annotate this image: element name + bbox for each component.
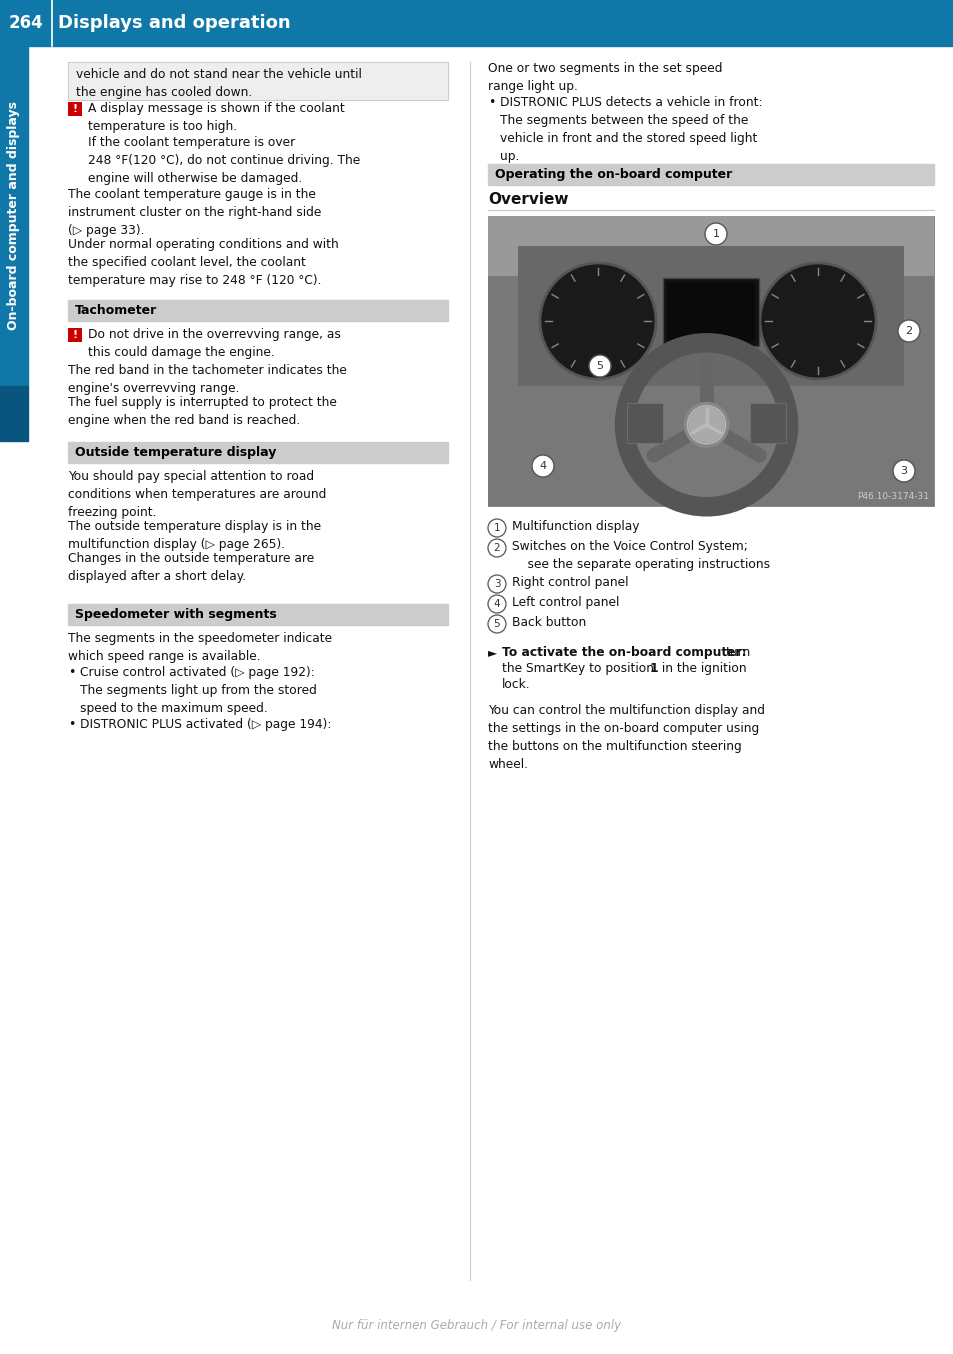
- Text: 1: 1: [493, 523, 499, 533]
- Bar: [749, 402, 784, 443]
- Text: 3: 3: [493, 580, 499, 589]
- Bar: [488, 217, 933, 506]
- Text: Back button: Back button: [512, 616, 586, 630]
- Text: Tachometer: Tachometer: [75, 305, 157, 317]
- Text: To activate the on-board computer:: To activate the on-board computer:: [501, 646, 746, 659]
- Text: A display message is shown if the coolant
temperature is too high.: A display message is shown if the coolan…: [88, 102, 344, 133]
- Text: •: •: [488, 96, 495, 110]
- Text: The segments in the speedometer indicate
which speed range is available.: The segments in the speedometer indicate…: [68, 632, 332, 663]
- Text: in the ignition: in the ignition: [658, 662, 746, 676]
- Circle shape: [892, 460, 914, 482]
- Text: •: •: [68, 666, 75, 678]
- Text: 264: 264: [9, 14, 43, 32]
- Text: Multifunction display: Multifunction display: [512, 520, 639, 533]
- Text: The coolant temperature gauge is in the
instrument cluster on the right-hand sid: The coolant temperature gauge is in the …: [68, 188, 321, 237]
- Text: 4: 4: [538, 460, 546, 471]
- Text: 1: 1: [712, 229, 719, 240]
- Circle shape: [760, 263, 875, 379]
- Text: The outside temperature display is in the
multifunction display (▷ page 265).: The outside temperature display is in th…: [68, 520, 321, 551]
- Text: DISTRONIC PLUS activated (▷ page 194):: DISTRONIC PLUS activated (▷ page 194):: [80, 718, 331, 731]
- Text: Under normal operating conditions and with
the specified coolant level, the cool: Under normal operating conditions and wi…: [68, 238, 338, 287]
- Text: !: !: [72, 104, 77, 114]
- Text: Switches on the Voice Control System;
    see the separate operating instruction: Switches on the Voice Control System; se…: [512, 540, 769, 571]
- Circle shape: [488, 615, 505, 634]
- Text: !: !: [72, 330, 77, 340]
- Text: turn: turn: [725, 646, 750, 659]
- Bar: [517, 246, 903, 386]
- Text: Changes in the outside temperature are
displayed after a short delay.: Changes in the outside temperature are d…: [68, 552, 314, 584]
- Circle shape: [488, 594, 505, 613]
- Bar: [662, 278, 759, 347]
- Text: The red band in the tachometer indicates the
engine's overrevving range.: The red band in the tachometer indicates…: [68, 364, 347, 395]
- Bar: [68, 604, 448, 626]
- Circle shape: [488, 539, 505, 556]
- Text: If the coolant temperature is over
248 °F(120 °C), do not continue driving. The
: If the coolant temperature is over 248 °…: [88, 135, 360, 185]
- Circle shape: [532, 455, 554, 477]
- Circle shape: [683, 402, 729, 448]
- Bar: [0, 0, 953, 46]
- Bar: [488, 217, 933, 276]
- Text: You can control the multifunction display and
the settings in the on-board compu: You can control the multifunction displa…: [488, 704, 764, 770]
- Text: ►: ►: [488, 646, 497, 659]
- Text: Speedometer with segments: Speedometer with segments: [75, 608, 276, 621]
- Text: vehicle and do not stand near the vehicle until
the engine has cooled down.: vehicle and do not stand near the vehicl…: [76, 68, 361, 99]
- Text: You should pay special attention to road
conditions when temperatures are around: You should pay special attention to road…: [68, 470, 326, 519]
- Text: Right control panel: Right control panel: [512, 575, 628, 589]
- Text: P46.10-3174-31: P46.10-3174-31: [856, 492, 928, 501]
- Text: Overview: Overview: [488, 192, 568, 207]
- Circle shape: [897, 320, 919, 343]
- Circle shape: [488, 575, 505, 593]
- Text: 5: 5: [493, 619, 499, 630]
- Text: lock.: lock.: [501, 678, 530, 691]
- Text: 2: 2: [904, 326, 912, 336]
- Bar: [488, 164, 933, 185]
- Text: Operating the on-board computer: Operating the on-board computer: [495, 168, 732, 181]
- Circle shape: [488, 519, 505, 538]
- Text: 1: 1: [649, 662, 658, 676]
- Text: DISTRONIC PLUS detects a vehicle in front:
The segments between the speed of the: DISTRONIC PLUS detects a vehicle in fron…: [499, 96, 761, 162]
- Bar: [0, 386, 28, 441]
- Circle shape: [539, 263, 656, 379]
- Text: 5: 5: [596, 362, 603, 371]
- Text: the SmartKey to position: the SmartKey to position: [501, 662, 658, 676]
- Bar: [68, 102, 82, 116]
- Text: Left control panel: Left control panel: [512, 596, 618, 609]
- Text: The fuel supply is interrupted to protect the
engine when the red band is reache: The fuel supply is interrupted to protec…: [68, 395, 336, 427]
- Circle shape: [688, 406, 724, 443]
- Bar: [0, 46, 28, 386]
- Circle shape: [704, 223, 726, 245]
- Bar: [68, 441, 448, 463]
- Bar: [488, 217, 933, 506]
- Text: Displays and operation: Displays and operation: [58, 14, 291, 32]
- Text: 3: 3: [900, 466, 906, 477]
- Text: One or two segments in the set speed
range light up.: One or two segments in the set speed ran…: [488, 62, 721, 93]
- Text: Do not drive in the overrevving range, as
this could damage the engine.: Do not drive in the overrevving range, a…: [88, 328, 340, 359]
- Circle shape: [588, 355, 610, 376]
- Bar: [68, 62, 448, 100]
- Bar: [627, 402, 662, 443]
- Text: On-board computer and displays: On-board computer and displays: [8, 102, 20, 330]
- Bar: [68, 301, 448, 321]
- Text: 4: 4: [493, 598, 499, 609]
- Bar: [666, 282, 754, 343]
- Text: Outside temperature display: Outside temperature display: [75, 445, 276, 459]
- Text: •: •: [68, 718, 75, 731]
- Text: Cruise control activated (▷ page 192):
The segments light up from the stored
spe: Cruise control activated (▷ page 192): T…: [80, 666, 316, 715]
- Text: 2: 2: [493, 543, 499, 552]
- Bar: [68, 328, 82, 343]
- Text: Nur für internen Gebrauch / For internal use only: Nur für internen Gebrauch / For internal…: [332, 1320, 621, 1332]
